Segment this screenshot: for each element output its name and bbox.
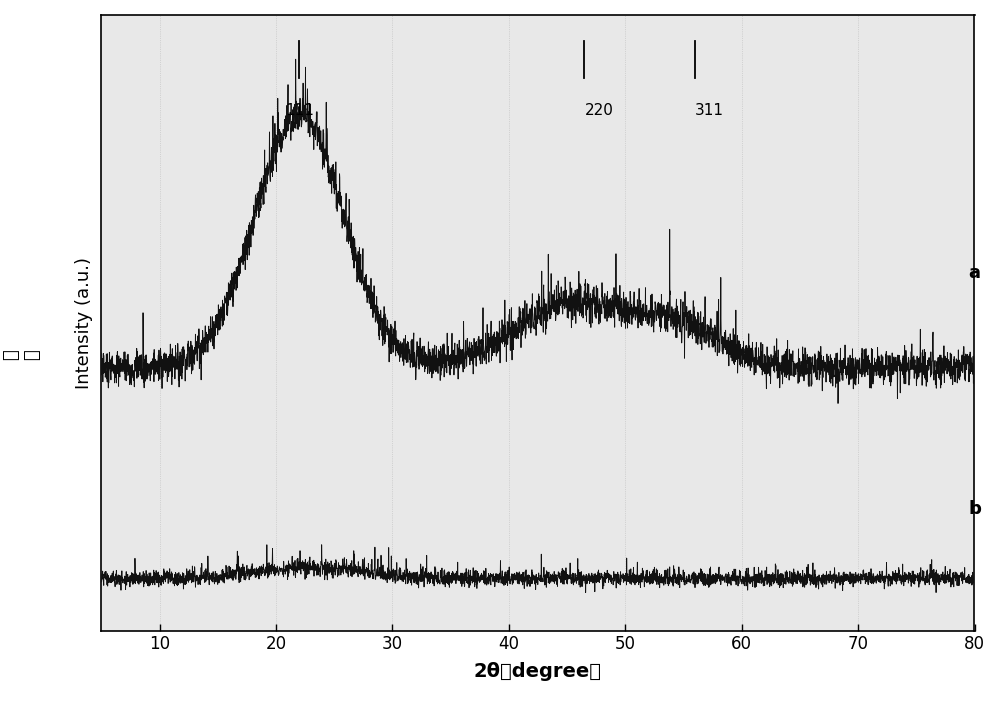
Text: a: a <box>969 264 981 282</box>
Text: 220: 220 <box>584 104 613 119</box>
Text: 强
度: 强 度 <box>3 349 41 361</box>
X-axis label: 2θ（degree）: 2θ（degree） <box>474 662 602 681</box>
Text: 311: 311 <box>695 104 724 119</box>
Y-axis label: Intensity (a.u.): Intensity (a.u.) <box>75 257 93 389</box>
Text: b: b <box>969 500 982 518</box>
Text: 111: 111 <box>285 104 314 119</box>
